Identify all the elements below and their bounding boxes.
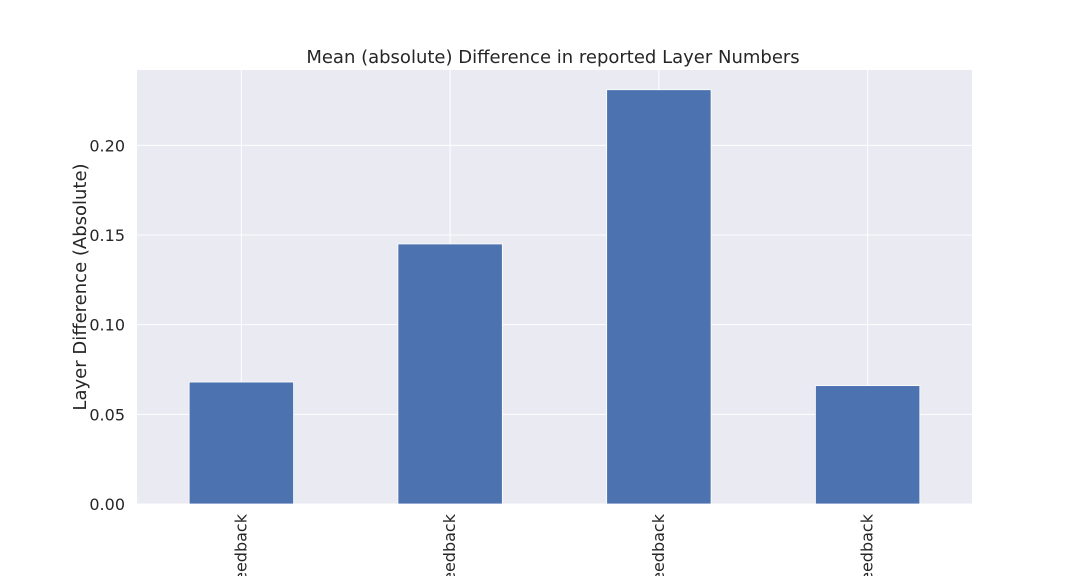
y-tick-label: 0.20	[89, 136, 125, 155]
x-tick-label: eedback	[231, 513, 250, 576]
bar-series	[188, 89, 921, 505]
bar	[397, 243, 503, 505]
bar	[606, 89, 712, 505]
y-tick-label: 0.05	[89, 405, 125, 424]
bar	[815, 385, 921, 505]
y-axis-label: Layer Difference (Absolute)	[70, 163, 91, 410]
y-axis-ticks: 0.00 0.05 0.10 0.15 0.20	[89, 136, 125, 514]
bar	[188, 381, 294, 505]
x-tick-label: eedback	[649, 513, 668, 576]
chart-title: Mean (absolute) Difference in reported L…	[306, 47, 799, 68]
x-tick-label: eedback	[440, 513, 459, 576]
y-tick-label: 0.10	[89, 316, 125, 335]
y-tick-label: 0.00	[89, 495, 125, 514]
x-axis-ticks: eedback eedback eedback eedback	[231, 513, 876, 576]
y-tick-label: 0.15	[89, 226, 125, 245]
x-tick-label: eedback	[858, 513, 877, 576]
